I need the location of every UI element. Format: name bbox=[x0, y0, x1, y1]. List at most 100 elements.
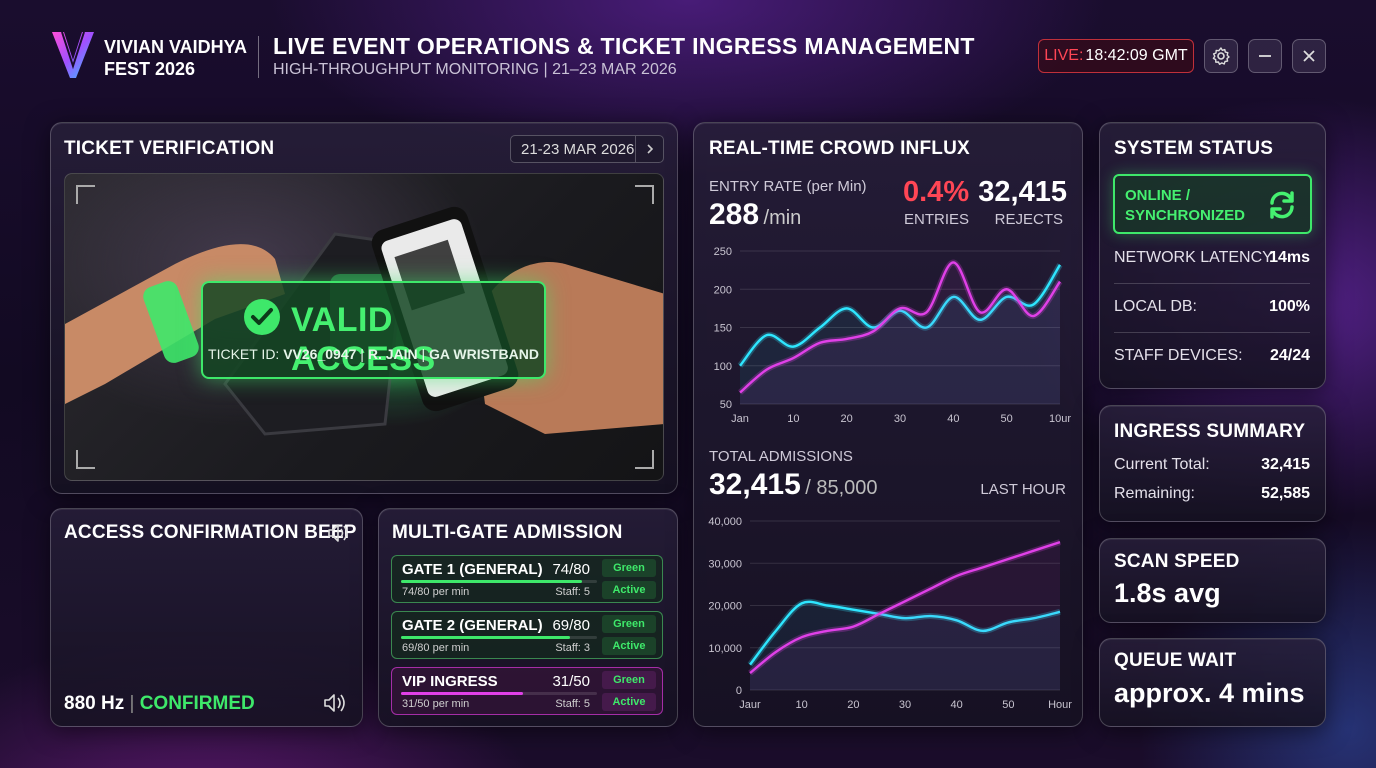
access-beep-panel bbox=[50, 508, 363, 727]
queue-wait-value: approx. 4 mins bbox=[1114, 678, 1305, 708]
x-tick-label: 10 bbox=[787, 413, 799, 425]
scan-speed-title: SCAN SPEED bbox=[1114, 551, 1240, 572]
scan-speed-value: 1.8s avg bbox=[1114, 578, 1221, 608]
beep-readout: 880 Hz | CONFIRMED bbox=[64, 693, 255, 715]
total-admissions-value: 32,415 bbox=[709, 468, 801, 501]
check-circle-icon bbox=[244, 299, 280, 335]
entry-rate-unit: /min bbox=[763, 207, 802, 229]
y-tick-label: 0 bbox=[736, 685, 742, 697]
series-line-1 bbox=[749, 600, 1061, 666]
ingress-summary-panel bbox=[1099, 405, 1326, 522]
x-tick-label: 30 bbox=[899, 699, 911, 711]
settings-button[interactable] bbox=[1204, 39, 1238, 73]
x-tick-label: 10ur bbox=[1049, 413, 1071, 425]
gates-panel-title: MULTI-GATE ADMISSION bbox=[392, 522, 623, 543]
gate-count: 31/50 bbox=[552, 673, 590, 690]
ticket-panel-title: TICKET VERIFICATION bbox=[64, 138, 275, 159]
total-admissions-capacity: / 85,000 bbox=[805, 477, 878, 499]
row-divider bbox=[1114, 332, 1310, 333]
gate-status-tag: Green bbox=[602, 559, 656, 577]
gate-capacity-bar bbox=[401, 692, 597, 695]
local-db-row: LOCAL DB: 100% bbox=[1114, 298, 1310, 315]
live-label: LIVE: bbox=[1044, 47, 1084, 64]
date-range-picker[interactable]: 21-23 MAR 2026 bbox=[510, 135, 664, 163]
gate-count: 74/80 bbox=[552, 561, 590, 578]
ticket-details: TICKET ID: VV26_0947 | R. JAIN | GA WRIS… bbox=[208, 346, 539, 362]
queue-wait-panel bbox=[1099, 638, 1326, 727]
gate-card[interactable]: VIP INGRESS 31/50 31/50 per min Staff: 5… bbox=[391, 667, 663, 715]
gate-rate: 69/80 per min bbox=[402, 642, 470, 654]
scan-speed-panel bbox=[1099, 538, 1326, 623]
system-panel-title: SYSTEM STATUS bbox=[1114, 138, 1274, 159]
y-tick-label: 50 bbox=[720, 399, 732, 411]
series-line-1 bbox=[739, 264, 1062, 367]
close-icon bbox=[1303, 50, 1315, 62]
y-tick-label: 200 bbox=[714, 284, 732, 296]
total-admissions: 32,415 / 85,000 bbox=[709, 468, 878, 502]
gate-status-tag: Green bbox=[602, 671, 656, 689]
sync-icon[interactable] bbox=[1266, 189, 1298, 221]
header-divider bbox=[258, 36, 259, 78]
gate-staff: Staff: 5 bbox=[555, 698, 590, 710]
x-tick-label: Jan bbox=[731, 413, 749, 425]
access-status: VALID ACCESS bbox=[291, 301, 436, 378]
sync-status-badge: ONLINE / SYNCHRONIZED bbox=[1113, 174, 1312, 234]
volume-icon[interactable] bbox=[322, 692, 350, 714]
minimize-button[interactable] bbox=[1248, 39, 1282, 73]
page-title: LIVE EVENT OPERATIONS & TICKET INGRESS M… bbox=[273, 33, 975, 59]
network-latency-row: NETWORK LATENCY: 14ms bbox=[1114, 249, 1310, 266]
total-admissions-chart: 0 10,000 20,000 30,000 40,000 Jaur 10 20 30 40 50 H… bbox=[708, 516, 1072, 711]
entry-rate: 288 /min bbox=[709, 198, 801, 232]
y-tick-label: 250 bbox=[714, 246, 732, 258]
gate-capacity-bar bbox=[401, 636, 597, 639]
audio-waveform bbox=[63, 565, 349, 677]
gate-active-tag: Active bbox=[602, 581, 656, 599]
row-divider bbox=[1114, 283, 1310, 284]
y-tick-label: 150 bbox=[714, 323, 732, 335]
gate-name: GATE 2 (GENERAL) bbox=[402, 617, 543, 634]
y-tick-label: 20,000 bbox=[708, 601, 742, 613]
x-tick-label: 50 bbox=[1002, 699, 1014, 711]
gate-count: 69/80 bbox=[552, 617, 590, 634]
total-admissions-label: TOTAL ADMISSIONS bbox=[709, 448, 853, 465]
gate-active-tag: Active bbox=[602, 693, 656, 711]
entry-rate-label: ENTRY RATE (per Min) bbox=[709, 178, 867, 195]
gate-status-tag: Green bbox=[602, 615, 656, 633]
speaker-icon[interactable] bbox=[326, 522, 350, 544]
x-tick-label: 40 bbox=[951, 699, 963, 711]
x-tick-label: Jaur bbox=[739, 699, 761, 711]
brand-name: VIVIAN VAIDHYA FEST 2026 bbox=[104, 37, 248, 79]
x-tick-label: 20 bbox=[841, 413, 853, 425]
gate-card[interactable]: GATE 1 (GENERAL) 74/80 74/80 per min Sta… bbox=[391, 555, 663, 603]
entry-rate-value: 288 bbox=[709, 198, 760, 231]
entries-label: ENTRIES bbox=[904, 211, 970, 228]
gate-staff: Staff: 5 bbox=[555, 586, 590, 598]
beep-panel-title: ACCESS CONFIRMATION BEEP bbox=[64, 522, 357, 543]
gate-rate: 31/50 per min bbox=[402, 698, 470, 710]
rejects-value: 32,415 bbox=[978, 176, 1067, 208]
y-tick-label: 40,000 bbox=[708, 516, 742, 528]
x-tick-label: 50 bbox=[1001, 413, 1013, 425]
rejects-label: REJECTS bbox=[994, 211, 1063, 228]
live-time: 18:42:09 GMT bbox=[1085, 47, 1188, 64]
period-label: LAST HOUR bbox=[980, 481, 1066, 498]
x-tick-label: 10 bbox=[796, 699, 808, 711]
sync-status-line1: ONLINE / bbox=[1125, 187, 1191, 204]
y-tick-label: 100 bbox=[714, 361, 732, 373]
crowd-influx-panel bbox=[693, 122, 1083, 727]
gate-name: GATE 1 (GENERAL) bbox=[402, 561, 543, 578]
chevron-right-icon[interactable] bbox=[635, 136, 663, 162]
beep-status: CONFIRMED bbox=[139, 693, 255, 714]
gate-card[interactable]: GATE 2 (GENERAL) 69/80 69/80 per min Sta… bbox=[391, 611, 663, 659]
gate-capacity-bar bbox=[401, 580, 597, 583]
series-area bbox=[750, 601, 1060, 690]
x-tick-label: Hour bbox=[1048, 699, 1072, 711]
gate-staff: Staff: 3 bbox=[555, 642, 590, 654]
y-tick-label: 10,000 bbox=[708, 643, 742, 655]
close-button[interactable] bbox=[1292, 39, 1326, 73]
series-line-2 bbox=[749, 540, 1061, 675]
entries-percent: 0.4% bbox=[903, 176, 970, 208]
valid-access-banner: VALID ACCESS TICKET ID: VV26_0947 | R. J… bbox=[201, 281, 546, 379]
sync-status-line2: SYNCHRONIZED bbox=[1125, 207, 1246, 224]
series-area bbox=[740, 264, 1060, 404]
